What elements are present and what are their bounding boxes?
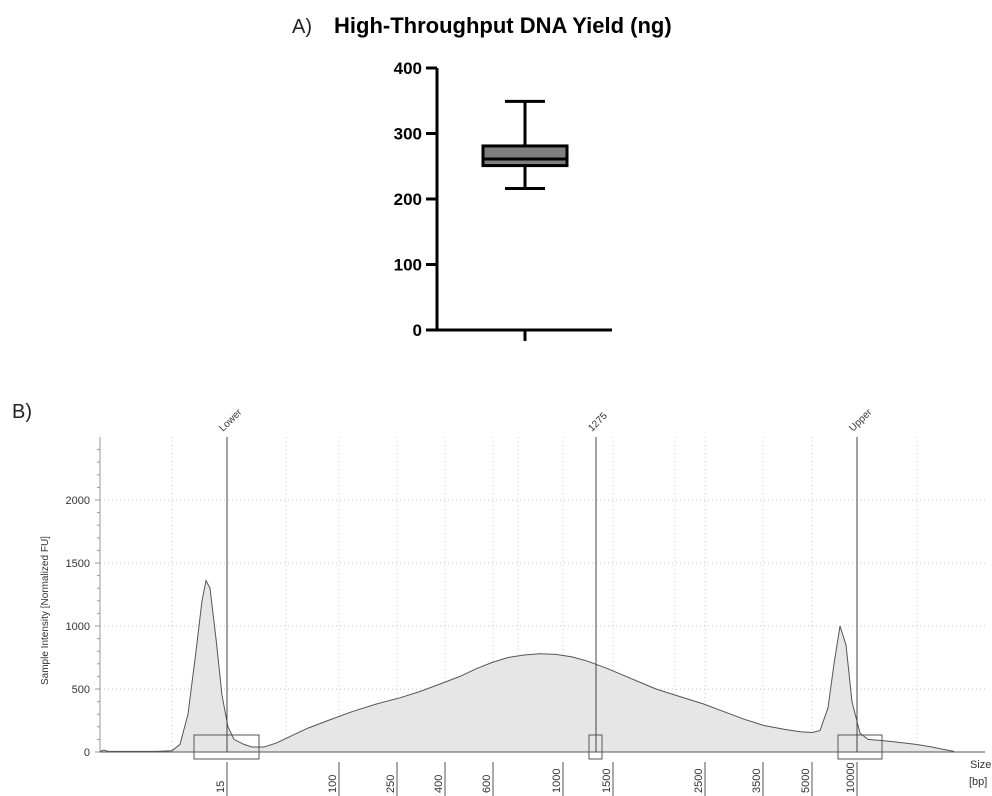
box	[481, 144, 569, 168]
x-tick-label: 5000	[800, 769, 812, 793]
electropherogram: 0 500 1000 1500 2000 Lower 1275 Upper 15 100 250 40…	[66, 407, 985, 796]
panel-a-label: A)	[292, 16, 312, 38]
x-tick-label: 1500	[601, 769, 613, 793]
peak-label: 1275	[586, 410, 610, 434]
x-tick-label: 10000	[845, 762, 857, 793]
peak-label: Lower	[217, 407, 245, 435]
x-tick-label: 15	[215, 781, 227, 793]
y-axis-title: Sample Intensity [Normalized FU]	[40, 536, 51, 685]
y-tick-label: 500	[72, 684, 90, 696]
y-tick-label: 1500	[66, 558, 90, 570]
panel-b-label: B)	[12, 401, 32, 423]
y-tick-label: 1000	[66, 621, 90, 633]
y-tick-label: 2000	[66, 495, 90, 507]
x-tick-label: 250	[385, 775, 397, 793]
x-axis-title-unit: [bp]	[969, 776, 987, 788]
x-tick-label: 1000	[551, 769, 563, 793]
x-tick-label: 100	[327, 775, 339, 793]
y-tick-label: 100	[394, 256, 422, 275]
trace-fill	[100, 580, 954, 752]
peak-label: Upper	[847, 407, 875, 435]
y-tick-label: 300	[394, 125, 422, 144]
x-tick-label: 2500	[693, 769, 705, 793]
y-tick-label: 400	[394, 59, 422, 78]
x-axis-title-size: Size	[970, 759, 991, 771]
x-tick-label: 400	[433, 775, 445, 793]
x-tick-label: 600	[481, 775, 493, 793]
x-tick-label: 3500	[751, 769, 763, 793]
box-plot: 0 100 200 300 400	[394, 59, 612, 341]
y-tick-label: 200	[394, 190, 422, 209]
peak-region-box	[837, 734, 883, 760]
panel-a-title: High-Throughput DNA Yield (ng)	[334, 13, 672, 38]
y-tick-label: 0	[413, 321, 422, 340]
y-tick-label: 0	[84, 747, 90, 759]
trace-line	[99, 579, 955, 752]
